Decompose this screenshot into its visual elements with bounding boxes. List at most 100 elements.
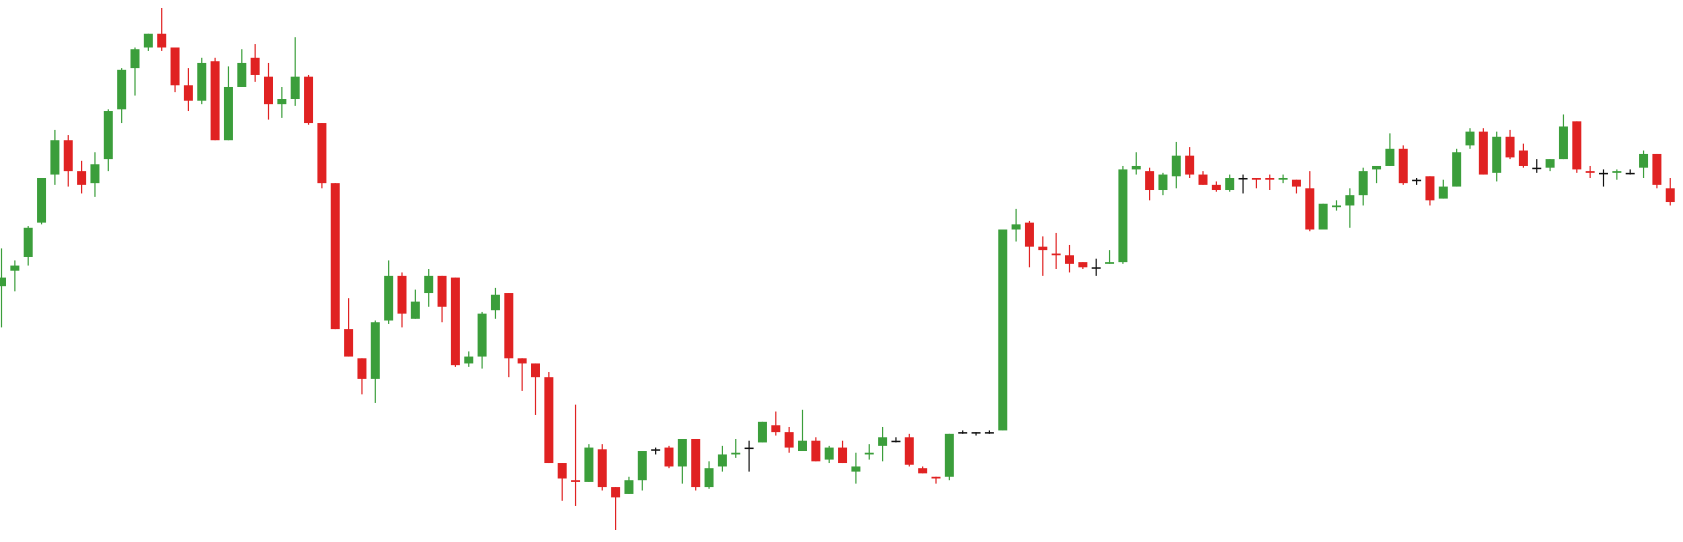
candle-body: [771, 425, 781, 433]
candle-body: [798, 440, 807, 452]
candle: [10, 260, 20, 292]
candle: [571, 404, 581, 506]
candle: [531, 363, 540, 415]
candle: [1051, 232, 1061, 269]
candle-body: [1572, 121, 1582, 170]
candle-body: [1318, 203, 1328, 230]
candle: [223, 66, 233, 141]
candle: [290, 37, 300, 106]
candle: [1211, 181, 1221, 192]
candle-body: [63, 140, 73, 172]
candle: [691, 438, 701, 491]
candle-body: [1038, 246, 1048, 251]
candle: [1038, 236, 1048, 276]
candle: [0, 248, 6, 328]
candle: [717, 445, 727, 472]
candle: [931, 476, 941, 484]
candle-body: [277, 99, 287, 105]
candle-body: [744, 447, 754, 450]
candle-body: [1078, 262, 1088, 268]
candle-body: [757, 421, 767, 443]
candle: [183, 68, 193, 112]
candle: [651, 447, 661, 455]
candle: [798, 409, 807, 452]
candle: [63, 135, 73, 187]
candle: [1518, 143, 1528, 168]
candle-body: [998, 229, 1008, 431]
candle-body: [918, 468, 928, 474]
candle-body: [878, 437, 888, 446]
candle: [1558, 114, 1568, 160]
candle: [464, 351, 474, 367]
candle-body: [904, 437, 914, 465]
candle: [1278, 174, 1288, 184]
candle: [1251, 177, 1261, 189]
candle-body: [1105, 262, 1115, 264]
candle: [117, 68, 127, 124]
candle-body: [584, 447, 594, 482]
candle-body: [824, 447, 834, 460]
candle: [330, 183, 340, 330]
candle-body: [1065, 255, 1074, 264]
candle: [1024, 220, 1034, 268]
candle-body: [1492, 136, 1502, 173]
candles-layer: [0, 8, 1675, 530]
candle-body: [557, 463, 567, 479]
candle-body: [223, 86, 233, 141]
candle-body: [611, 487, 621, 498]
candle: [277, 86, 287, 118]
candle-body: [704, 468, 714, 488]
candle: [1171, 141, 1181, 189]
candle: [1652, 153, 1662, 189]
candle: [1572, 121, 1582, 173]
candle-body: [410, 301, 420, 319]
candle: [1612, 169, 1622, 180]
candle-body: [157, 33, 167, 48]
candle: [490, 287, 500, 319]
candle-body: [1291, 179, 1301, 187]
candle: [23, 226, 33, 266]
candle: [1091, 258, 1101, 276]
candle-body: [1358, 171, 1368, 196]
candle-body: [1465, 131, 1475, 146]
candle-body: [664, 447, 674, 467]
candle-body: [90, 164, 100, 184]
candle: [624, 476, 634, 494]
candle: [1545, 159, 1555, 172]
candle: [1532, 159, 1542, 173]
candle: [1345, 188, 1355, 228]
candle: [784, 426, 794, 453]
candle: [477, 311, 487, 369]
candle: [77, 160, 87, 194]
candle-body: [23, 227, 33, 257]
candle-body: [170, 47, 180, 86]
candle: [1478, 128, 1488, 175]
candle: [157, 8, 167, 51]
candle: [864, 444, 874, 460]
candle-body: [50, 140, 60, 175]
candle: [210, 57, 220, 141]
candle-body: [597, 449, 607, 488]
candle-body: [691, 438, 701, 488]
candle: [557, 463, 567, 501]
candle-body: [1438, 186, 1448, 199]
candle: [1425, 176, 1435, 206]
candle: [1398, 145, 1408, 185]
candle: [1158, 172, 1168, 196]
candle-body: [504, 293, 514, 359]
candle-body: [117, 69, 127, 110]
candle-body: [1585, 171, 1595, 173]
candle-body: [1265, 177, 1275, 180]
candle: [1011, 208, 1021, 242]
candle: [891, 437, 901, 443]
candle: [90, 152, 100, 197]
candle: [1078, 262, 1088, 269]
candle-body: [1278, 177, 1288, 180]
candle: [1318, 203, 1328, 230]
candle: [264, 62, 273, 120]
candle-body: [1372, 165, 1382, 170]
candle: [544, 372, 554, 464]
candle-body: [1518, 150, 1528, 166]
candle-body: [437, 275, 447, 307]
candle: [1412, 177, 1422, 185]
